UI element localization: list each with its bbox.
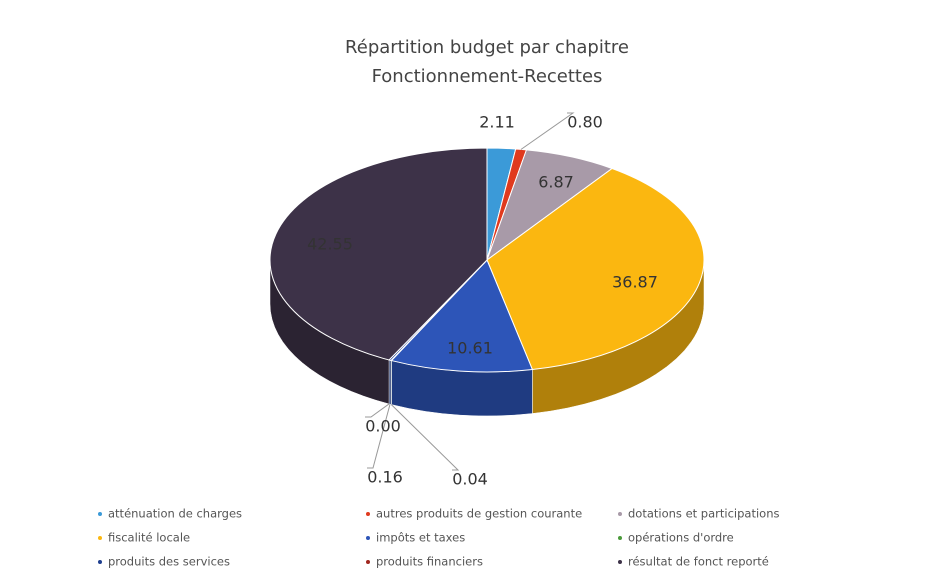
legend-swatch <box>618 512 622 516</box>
data-label: 0.80 <box>567 113 603 132</box>
legend-label: résultat de fonct reporté <box>628 555 769 569</box>
legend-swatch <box>98 512 102 516</box>
leader-line <box>520 112 575 150</box>
leader-line <box>365 403 390 418</box>
chart-title: Répartition budget par chapitre <box>345 37 629 58</box>
data-label: 0.04 <box>452 470 488 489</box>
legend-swatch <box>98 560 102 564</box>
legend-swatch <box>98 536 102 540</box>
legend-label: dotations et participations <box>628 507 779 521</box>
legend-label: opérations d'ordre <box>628 531 734 545</box>
legend-swatch <box>618 560 622 564</box>
legend-swatch <box>366 536 370 540</box>
pie-slice <box>390 259 534 373</box>
data-label: 10.61 <box>447 339 493 358</box>
leader-line <box>367 404 391 469</box>
legend-swatch <box>618 536 622 540</box>
leader-line <box>390 404 460 471</box>
legend-label: fiscalité locale <box>108 531 190 545</box>
data-label: 36.87 <box>612 273 658 292</box>
chart-subtitle: Fonctionnement-Recettes <box>372 66 603 87</box>
legend-label: autres produits de gestion courante <box>376 507 582 521</box>
pie-slice <box>486 167 705 371</box>
pie-slice <box>269 147 488 361</box>
pie-side <box>388 359 392 405</box>
data-label: 42.55 <box>307 235 353 254</box>
legend-swatch <box>366 512 370 516</box>
data-label: 0.16 <box>367 468 403 487</box>
legend-label: produits des services <box>108 555 230 569</box>
data-label: 0.00 <box>365 417 401 436</box>
legend-label: impôts et taxes <box>376 531 465 545</box>
legend-label: atténuation de charges <box>108 507 242 521</box>
legend-label: produits financiers <box>376 555 483 569</box>
legend-swatch <box>366 560 370 564</box>
data-label: 6.87 <box>538 173 574 192</box>
data-label: 2.11 <box>479 113 515 132</box>
